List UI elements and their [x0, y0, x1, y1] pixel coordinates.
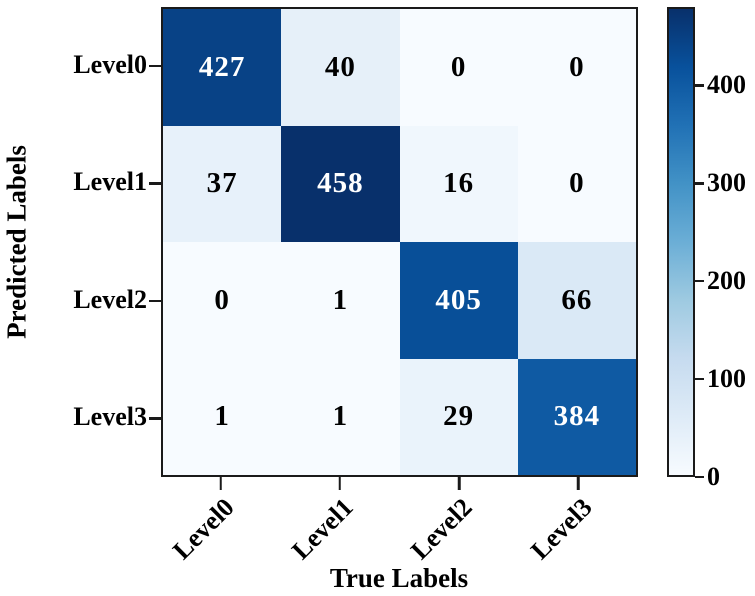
- matrix-cell: 0: [517, 125, 636, 242]
- matrix-grid: 427 40 0 0 37 458 16 0 0 1 405 66 1 1 29 384: [163, 9, 636, 475]
- matrix-cell: 1: [163, 358, 282, 475]
- matrix-cell: 0: [517, 9, 636, 126]
- colorbar-tick-mark: [695, 84, 704, 87]
- x-tick-mark: [577, 477, 580, 490]
- y-axis-ticks: Level0 Level1 Level2 Level3: [0, 7, 161, 477]
- x-tick-label: Level2: [405, 492, 479, 566]
- colorbar-tick-mark: [695, 182, 704, 185]
- matrix-cell: 1: [281, 242, 400, 359]
- colorbar-tick-mark: [695, 475, 704, 479]
- matrix-cell: 0: [399, 9, 518, 126]
- colorbar: [667, 7, 695, 477]
- colorbar-tick-mark: [695, 377, 704, 381]
- matrix-cell: 29: [399, 358, 518, 475]
- x-tick-mark: [338, 477, 342, 490]
- colorbar-ticks: 400 300 200 100 0: [695, 7, 755, 490]
- x-tick-mark: [457, 477, 461, 490]
- matrix-cell: 458: [281, 125, 400, 242]
- x-tick-label: Level1: [286, 492, 359, 566]
- matrix-cell: 0: [163, 242, 282, 359]
- x-tick-label: Level3: [524, 492, 598, 566]
- matrix-cell: 405: [399, 242, 518, 359]
- matrix-cell: 66: [517, 242, 636, 359]
- y-tick-mark: [149, 64, 161, 67]
- heatmap-plot-area: 427 40 0 0 37 458 16 0 0 1 405 66 1 1 29 384: [161, 7, 638, 477]
- colorbar-tick-mark: [695, 279, 704, 283]
- x-tick-label: Level0: [167, 492, 240, 566]
- matrix-cell: 1: [281, 358, 400, 475]
- x-axis-title: True Labels: [329, 563, 469, 593]
- matrix-cell: 427: [163, 9, 282, 126]
- x-tick-mark: [219, 477, 222, 490]
- matrix-cell: 37: [163, 125, 282, 242]
- y-tick-mark: [149, 299, 161, 302]
- matrix-cell: 16: [399, 125, 518, 242]
- matrix-cell: 40: [281, 9, 400, 126]
- matrix-cell: 384: [517, 358, 636, 475]
- y-tick-mark: [149, 182, 161, 185]
- x-axis-ticks: Level0 Level1 Level2 Level3: [161, 477, 638, 596]
- y-tick-mark: [149, 417, 161, 420]
